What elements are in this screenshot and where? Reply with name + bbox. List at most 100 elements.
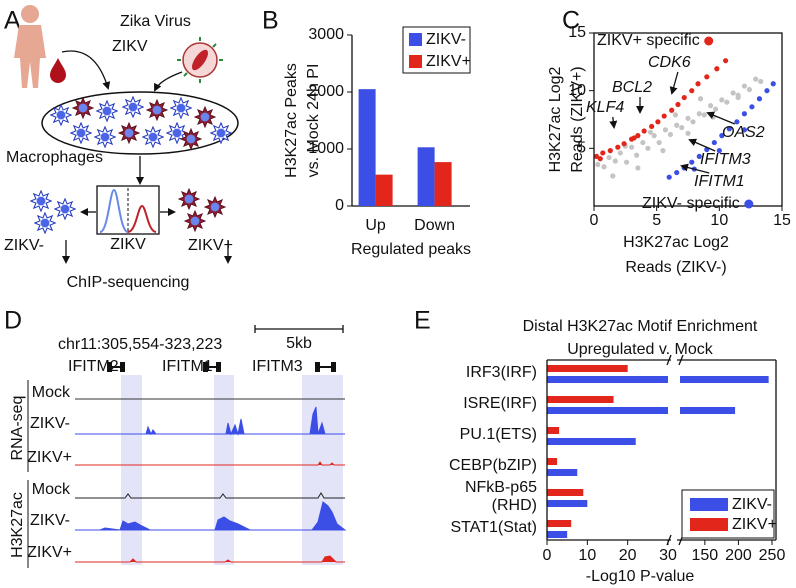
point: [758, 78, 764, 85]
x-axis-label: Reads (ZIKV-): [625, 259, 726, 276]
point: [701, 112, 707, 118]
point: [712, 106, 719, 112]
point: [610, 173, 616, 179]
legend-swatch: [690, 498, 728, 511]
y-tick-label: 5: [577, 140, 586, 157]
virus-label: ZIKV: [112, 38, 148, 55]
x-tick-label: 10: [578, 547, 596, 564]
point: [674, 169, 680, 176]
point: [635, 165, 641, 171]
point: [593, 153, 600, 160]
legend-label: ZIKV+: [732, 516, 777, 533]
point: [666, 174, 672, 180]
point: [770, 81, 776, 87]
positive-label: ZIKV+: [188, 237, 233, 254]
gene-annotation: CDK6: [648, 54, 691, 71]
point: [707, 103, 714, 109]
x-axis-label: -Log10 P-value: [586, 568, 695, 585]
point: [667, 131, 674, 138]
bar: [547, 489, 584, 496]
gene-models: [107, 362, 336, 372]
x-tick-label: 10: [710, 212, 728, 229]
bar: [417, 147, 435, 206]
axis-break: [666, 354, 672, 366]
point: [679, 124, 685, 131]
point: [629, 144, 635, 150]
bar: [434, 162, 452, 206]
histogram-curve: [127, 204, 157, 233]
legend-label: ZIKV+ specific: [597, 32, 700, 49]
point: [753, 76, 759, 82]
point: [730, 90, 736, 96]
point: [685, 130, 691, 136]
gene-annotation: IFITM1: [694, 173, 745, 190]
panel-label: A: [4, 7, 21, 35]
point: [597, 156, 603, 162]
point: [741, 111, 748, 117]
y-tick-label: NFkB-p65 (RHD): [465, 479, 537, 514]
x-tick-label: 5: [652, 212, 661, 229]
track-label: ZIKV+: [27, 449, 72, 466]
group-label: RNA-seq: [9, 396, 26, 461]
panel-label: B: [262, 7, 279, 35]
point: [689, 88, 695, 94]
bar: [680, 376, 769, 383]
x-tick-label: Down: [414, 217, 455, 234]
point: [696, 111, 702, 117]
bar: [358, 89, 376, 206]
bar: [547, 396, 614, 403]
legend-swatch: [744, 199, 754, 209]
group-label: H3K27ac: [9, 492, 26, 558]
point: [695, 81, 701, 87]
point: [601, 164, 607, 170]
point: [734, 119, 740, 125]
point: [669, 107, 675, 113]
point: [660, 148, 666, 154]
panel-label: D: [4, 307, 22, 335]
y-tick-label: 15: [568, 24, 586, 41]
point: [675, 101, 681, 108]
track-label: ZIKV-: [30, 415, 70, 432]
y-axis-label: Reads (ZIKV+): [569, 66, 586, 172]
plot-frame: [593, 32, 783, 207]
y-tick-label: STAT1(Stat): [450, 519, 537, 536]
track-label: ZIKV-: [30, 512, 70, 529]
point: [641, 128, 647, 134]
gene-label: IFITM3: [252, 358, 303, 375]
bar: [547, 376, 668, 383]
gene-label: IFITM1: [162, 358, 213, 375]
axis-break: [678, 354, 684, 366]
assay-label: ChIP-sequencing: [67, 274, 190, 291]
x-tick-label: 150: [691, 547, 718, 564]
y-tick-label: 10: [568, 82, 586, 99]
point: [741, 83, 748, 89]
point: [714, 66, 720, 72]
y-axis-label: H3K27ac Log2: [547, 66, 564, 172]
scale-label: 5kb: [286, 335, 312, 352]
bar: [680, 407, 736, 414]
annotation-arrow: [609, 116, 618, 129]
bar: [547, 458, 558, 465]
y-tick-label: PU.1(ETS): [460, 426, 537, 443]
track-label: Mock: [32, 384, 71, 401]
panel-a: A Zika Virus ZIKV Macrophages ZIKV- ZIKV…: [4, 5, 239, 291]
point: [704, 74, 710, 80]
point: [689, 159, 695, 165]
gene-annotation: OAS2: [722, 124, 765, 141]
legend-label: ZIKV+: [426, 53, 471, 70]
bar: [547, 520, 572, 527]
annotation-arrow: [669, 71, 679, 95]
virus-spikes: [177, 37, 223, 83]
point: [719, 97, 725, 103]
negative-label: ZIKV-: [4, 237, 44, 254]
annotation-arrow: [706, 111, 736, 125]
point: [711, 139, 717, 146]
point: [615, 144, 621, 150]
x-tick-label: 20: [619, 547, 637, 564]
point: [656, 139, 662, 146]
legend-label: ZIKV-: [426, 31, 466, 48]
y-tick-label: IRF3(IRF): [466, 364, 537, 381]
track-label: ZIKV+: [27, 544, 72, 561]
positive-cells: [178, 188, 226, 232]
point: [690, 119, 696, 125]
